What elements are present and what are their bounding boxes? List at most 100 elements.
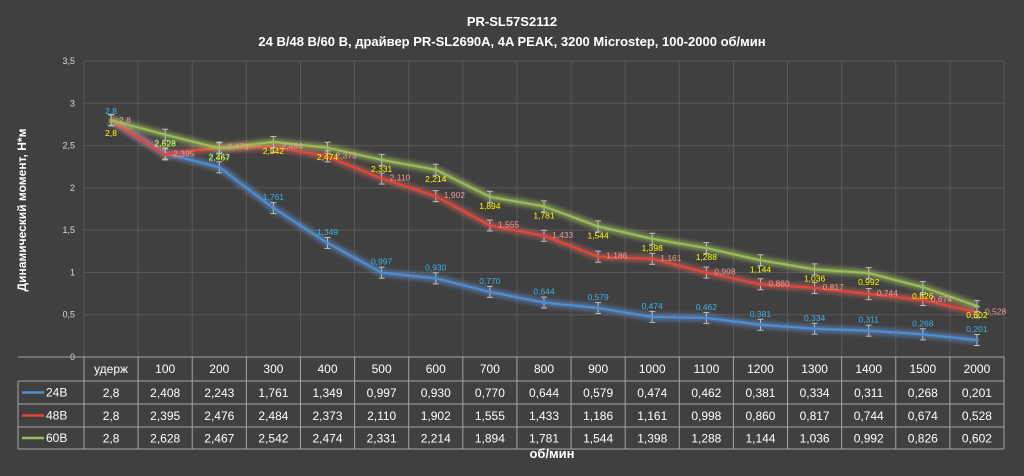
- table-cell: 1,781: [529, 432, 559, 446]
- data-label-24В: 2,8: [105, 106, 117, 116]
- data-point: [163, 152, 167, 157]
- table-cell: 0,201: [962, 386, 992, 400]
- data-label-60В: 0,602: [966, 310, 988, 320]
- table-cell: 2,243: [204, 386, 234, 400]
- data-point: [758, 282, 763, 286]
- x-tick-label: 600: [426, 362, 446, 376]
- x-tick-label: 1300: [801, 362, 828, 376]
- x-tick-label: 1000: [639, 362, 666, 376]
- x-tick-label: 700: [480, 362, 500, 376]
- table-cell: 2,8: [103, 386, 120, 400]
- table-cell: 0,997: [367, 386, 397, 400]
- data-point: [271, 140, 276, 144]
- table-cell: 2,476: [204, 409, 234, 423]
- y-tick-label: 0,5: [62, 310, 75, 320]
- data-label-48В: 1,161: [660, 253, 682, 263]
- data-point: [921, 298, 925, 302]
- data-label-24В: 1,761: [263, 192, 285, 202]
- data-point: [921, 332, 925, 336]
- table-cell: 0,992: [854, 432, 884, 446]
- data-label-24В: 0,201: [966, 324, 988, 334]
- data-point: [542, 234, 546, 238]
- table-cell: 2,8: [103, 432, 120, 446]
- data-label-24В: 0,930: [425, 262, 447, 272]
- table-cell: 0,826: [908, 432, 938, 446]
- table-cell: 0,579: [583, 386, 613, 400]
- data-point: [650, 257, 654, 261]
- x-tick-label: 500: [372, 362, 392, 376]
- data-label-24В: 0,579: [587, 292, 609, 302]
- data-point: [650, 315, 654, 319]
- data-label-48В: 2,110: [390, 173, 411, 183]
- data-label-48В: 2,8: [119, 115, 131, 125]
- data-label-48В: 0,860: [768, 278, 790, 288]
- x-axis-title: об/мин: [529, 446, 574, 461]
- table-cell: 2,373: [313, 409, 343, 423]
- data-label-24В: 0,997: [371, 257, 393, 267]
- data-point: [271, 206, 276, 210]
- data-label-48В: 2,395: [173, 148, 195, 158]
- x-tick-label: 1200: [747, 362, 774, 376]
- table-cell: 0,602: [962, 432, 992, 446]
- x-tick-label: 200: [209, 362, 229, 376]
- x-tick-label: 1500: [909, 362, 936, 376]
- data-point: [380, 158, 384, 162]
- data-point: [596, 306, 600, 310]
- table-cell: 1,433: [529, 409, 559, 423]
- x-tick-label: 300: [263, 362, 283, 376]
- table-cell: 2,331: [367, 432, 397, 446]
- data-point: [542, 300, 546, 305]
- table-cell: 1,288: [691, 432, 721, 446]
- table-cell: 2,467: [204, 432, 234, 446]
- data-label-48В: 2,373: [336, 150, 358, 160]
- legend-label: 60В: [46, 431, 67, 445]
- data-label-60В: 2,8: [105, 128, 117, 138]
- x-tick-label: 100: [155, 362, 175, 376]
- chart-subtitle: 24 В/48 В/60 В, драйвер PR-SL2690A, 4A P…: [258, 34, 765, 49]
- data-label-48В: 1,433: [552, 230, 574, 240]
- table-cell: 2,110: [367, 409, 396, 423]
- data-label-60В: 1,288: [696, 252, 718, 262]
- table-cell: 0,770: [475, 386, 505, 400]
- y-tick-label: 3,5: [62, 56, 75, 66]
- data-label-24В: 0,334: [804, 313, 826, 323]
- data-point: [975, 338, 979, 342]
- table-cell: 2,8: [103, 409, 120, 423]
- data-label-48В: 0,817: [823, 282, 845, 292]
- data-point: [217, 146, 221, 150]
- table-cell: 2,395: [150, 409, 180, 423]
- table-cell: 2,628: [150, 432, 180, 446]
- data-label-48В: 1,902: [444, 190, 466, 200]
- table-cell: 1,144: [745, 432, 775, 446]
- table-cell: 0,860: [745, 409, 775, 423]
- chart-title: PR-SL57S2112: [467, 14, 557, 29]
- data-point: [812, 286, 817, 290]
- data-point: [867, 292, 871, 296]
- data-point: [325, 146, 330, 150]
- table-cell: 0,311: [854, 386, 883, 400]
- table-cell: 2,484: [258, 409, 288, 423]
- data-label-48В: 1,555: [498, 219, 520, 229]
- data-label-60В: 1,544: [587, 230, 609, 240]
- data-point: [325, 241, 330, 245]
- table-cell: 0,644: [529, 386, 559, 400]
- table-cell: 0,528: [962, 409, 992, 423]
- data-label-60В: 2,331: [371, 164, 393, 174]
- data-label-60В: 0,826: [912, 291, 934, 301]
- y-tick-label: 2,5: [62, 141, 75, 151]
- data-point: [867, 271, 871, 275]
- data-point: [488, 195, 492, 199]
- table-cell: 0,334: [800, 386, 830, 400]
- data-label-24В: 0,268: [912, 318, 934, 328]
- table-cell: 0,744: [854, 409, 884, 423]
- data-table: удерж 100 200 300 400 500 600 700 800 900 1000 1100…: [17, 356, 1005, 450]
- table-cell: 0,930: [421, 386, 451, 400]
- data-label-48В: 2,484: [281, 141, 303, 151]
- table-cell: 2,474: [313, 432, 343, 446]
- data-point: [704, 270, 708, 275]
- table-cell: 1,349: [313, 386, 343, 400]
- table-cell: 0,998: [691, 409, 721, 423]
- data-label-24В: 0,644: [533, 287, 555, 297]
- y-tick-label: 1,5: [62, 225, 75, 235]
- series-layer: [108, 114, 980, 346]
